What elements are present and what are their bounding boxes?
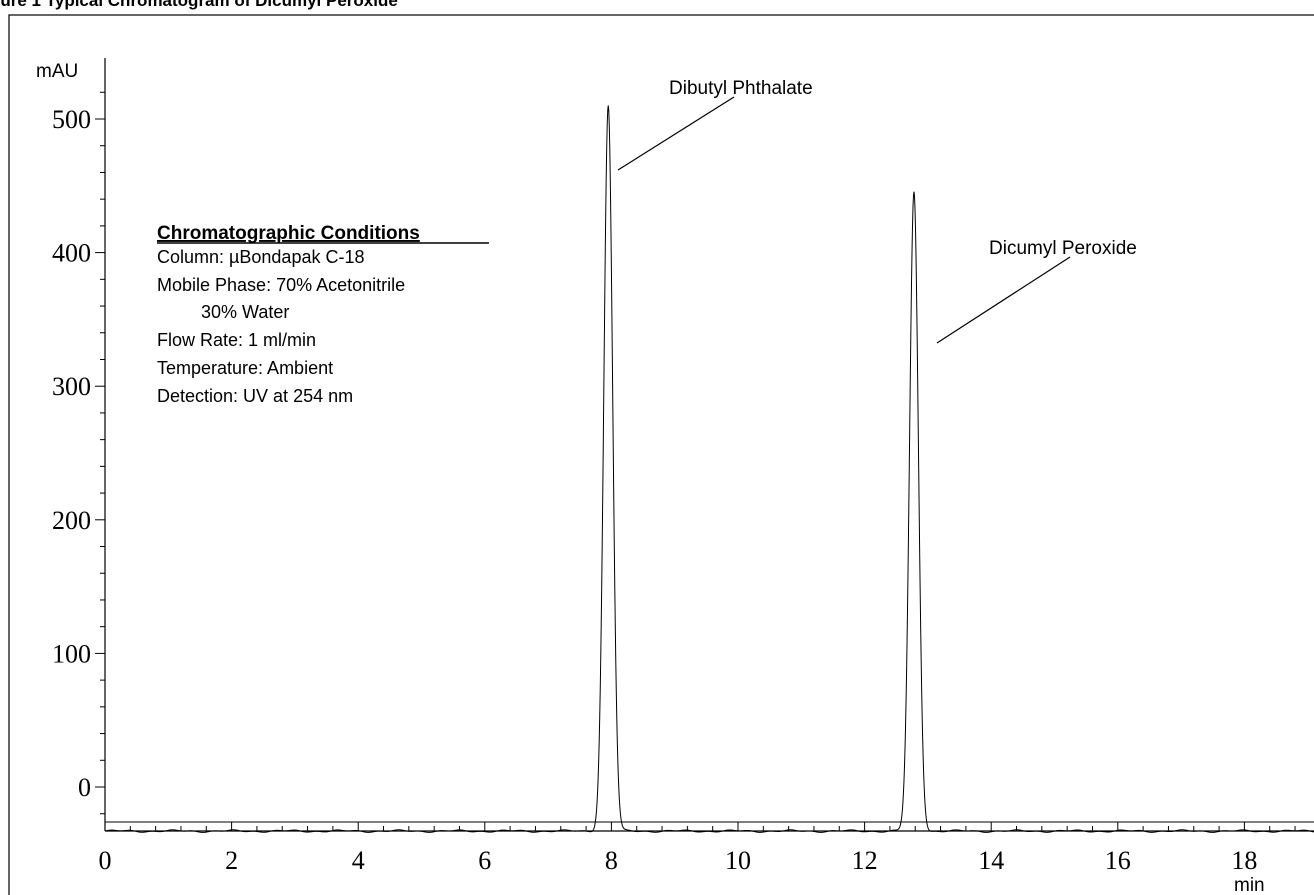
y-tick-label: 100: [52, 639, 91, 668]
condition-column: Column: µBondapak C-18: [157, 247, 364, 267]
condition-temperature: Temperature: Ambient: [157, 358, 333, 378]
x-tick-label: 16: [1105, 846, 1131, 875]
y-tick-label: 200: [52, 506, 91, 535]
x-axis-label: min: [1234, 875, 1265, 895]
peak-annotations: Dibutyl Phthalate Dicumyl Peroxide: [617, 78, 1137, 344]
condition-detection: Detection: UV at 254 nm: [157, 386, 353, 406]
peak-label: Dibutyl Phthalate: [669, 78, 813, 99]
x-tick-label: 0: [99, 846, 112, 875]
x-tick-label: 6: [478, 846, 491, 875]
conditions-title: Chromatographic Conditions: [157, 223, 420, 244]
x-tick-label: 10: [725, 846, 751, 875]
condition-flow-rate: Flow Rate: 1 ml/min: [157, 330, 316, 350]
y-tick-label: 300: [52, 372, 91, 401]
y-axis-label: mAU: [36, 61, 78, 82]
figure-caption: gure 1 Typical Chromatogram of Dicumyl P…: [0, 0, 398, 10]
x-tick-label: 2: [225, 846, 238, 875]
chromatogram-trace: [104, 105, 1314, 833]
condition-mobile-phase: Mobile Phase: 70% Acetonitrile: [157, 275, 405, 295]
x-tick-label: 4: [352, 846, 365, 875]
peak-leader-line: [936, 256, 1071, 344]
condition-mobile-phase-water: 30% Water: [201, 302, 289, 322]
y-tick-label: 0: [78, 773, 91, 802]
x-tick-label: 14: [978, 846, 1004, 875]
chart-axes: 0 100 200 300 400 500 0 2 4 6 8 10 12 14 16 18: [52, 58, 1314, 875]
figure-frame: [8, 14, 1314, 895]
conditions-box: Chromatographic Conditions Column: µBond…: [157, 223, 489, 406]
peak-label: Dicumyl Peroxide: [989, 238, 1137, 259]
y-tick-label: 500: [52, 105, 91, 134]
x-tick-label: 8: [605, 846, 618, 875]
peak-leader-line: [617, 96, 735, 171]
x-tick-label: 18: [1231, 846, 1257, 875]
x-tick-label: 12: [852, 846, 878, 875]
y-tick-label: 400: [52, 239, 91, 268]
